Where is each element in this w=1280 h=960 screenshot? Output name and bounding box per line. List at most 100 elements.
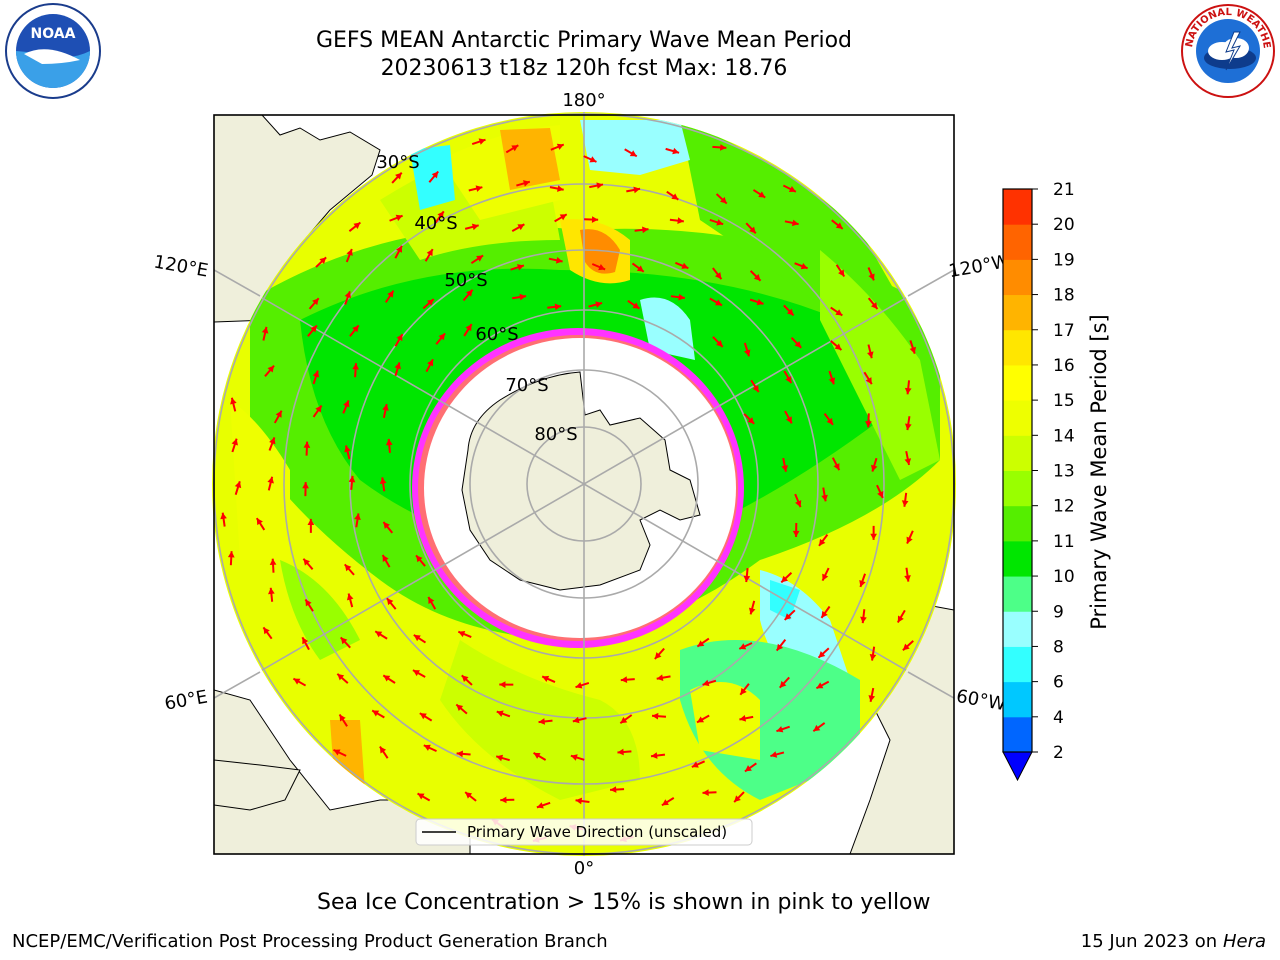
wave-arrow-head-icon bbox=[344, 445, 351, 453]
wave-arrow-head-icon bbox=[786, 308, 794, 316]
wave-arrow-head-icon bbox=[542, 675, 550, 682]
wave-arrow-head-icon bbox=[781, 575, 789, 583]
wave-arrow-head-icon bbox=[511, 145, 519, 152]
wave-arrow-head-icon bbox=[697, 640, 705, 647]
wave-arrow-head-icon bbox=[413, 634, 421, 642]
lat-label-60s: 60°S bbox=[475, 324, 518, 345]
wave-arrow-head-icon bbox=[517, 264, 524, 271]
wave-arrow-head-icon bbox=[904, 458, 912, 465]
wave-arrow-head-icon bbox=[821, 610, 828, 618]
wave-arrow-head-icon bbox=[375, 631, 383, 638]
wave-arrow-head-icon bbox=[870, 464, 878, 472]
lat-label-40s: 40°S bbox=[414, 213, 457, 234]
wave-arrow-head-icon bbox=[661, 799, 669, 806]
wave-arrow-head-icon bbox=[475, 185, 483, 192]
wave-arrow-head-icon bbox=[756, 298, 764, 306]
wave-arrow-head-icon bbox=[476, 255, 484, 262]
wave-arrow-head-icon bbox=[656, 674, 664, 682]
wave-arrow-head-icon bbox=[412, 670, 420, 677]
wave-arrow-head-icon bbox=[465, 792, 473, 799]
wave-arrow-head-icon bbox=[785, 416, 792, 424]
wave-arrow-head-icon bbox=[743, 575, 751, 583]
wave-arrow-head-icon bbox=[461, 675, 469, 682]
wave-arrow-head-icon bbox=[902, 643, 910, 651]
colorbar-tick-label: 13 bbox=[1053, 462, 1075, 482]
wave-arrow-head-icon bbox=[678, 293, 685, 301]
wave-arrow-head-icon bbox=[419, 713, 427, 720]
wave-arrow-head-icon bbox=[632, 302, 640, 309]
colorbar-bin bbox=[1003, 435, 1032, 471]
wave-arrow-head-icon bbox=[904, 387, 912, 395]
wave-arrow-head-icon bbox=[651, 752, 658, 759]
wave-arrow-head-icon bbox=[865, 377, 872, 385]
colorbar-bin bbox=[1003, 681, 1032, 718]
wave-arrow-head-icon bbox=[702, 789, 709, 796]
colorbar-tick-label: 14 bbox=[1053, 426, 1075, 446]
wave-arrow-head-icon bbox=[633, 186, 641, 194]
wave-arrow-head-icon bbox=[788, 186, 796, 193]
wave-arrow-head-icon bbox=[677, 217, 684, 224]
wave-arrow-head-icon bbox=[867, 351, 874, 359]
wave-arrow-head-icon bbox=[353, 222, 361, 229]
wave-arrow-head-icon bbox=[344, 291, 351, 299]
legend-label: Primary Wave Direction (unscaled) bbox=[467, 823, 727, 841]
map-frame bbox=[213, 114, 955, 855]
wave-arrow-head-icon bbox=[386, 598, 394, 606]
colorbar-tick-label: 2 bbox=[1053, 743, 1064, 763]
lat-label-70s: 70°S bbox=[505, 375, 548, 396]
noaa-logo-text: NOAA bbox=[31, 26, 76, 42]
wave-arrow-head-icon bbox=[496, 710, 504, 717]
wave-arrow-head-icon bbox=[263, 627, 270, 635]
wave-arrow-head-icon bbox=[904, 423, 912, 431]
lon-label-120e: 120°E bbox=[152, 251, 210, 281]
wave-arrow-head-icon bbox=[536, 802, 544, 809]
footer-credit: NCEP/EMC/Verification Post Processing Pr… bbox=[12, 931, 608, 952]
wave-arrow-head-icon bbox=[346, 593, 354, 601]
wave-arrow-head-icon bbox=[458, 630, 466, 638]
colorbar-bin bbox=[1003, 189, 1032, 225]
wave-arrow-head-icon bbox=[346, 248, 353, 256]
wave-arrow-head-icon bbox=[715, 299, 723, 306]
wave-arrow-head-icon bbox=[426, 299, 434, 306]
wave-arrow-head-icon bbox=[456, 750, 464, 758]
wave-arrow-head-icon bbox=[822, 573, 829, 581]
wave-arrow-head-icon bbox=[394, 362, 401, 370]
map-legend: Primary Wave Direction (unscaled) bbox=[415, 818, 753, 846]
wave-arrow-head-icon bbox=[496, 754, 504, 762]
wave-arrow-head-icon bbox=[816, 682, 824, 689]
wave-arrow-head-icon bbox=[339, 714, 346, 722]
wave-arrow-head-icon bbox=[818, 651, 826, 658]
wave-arrow-head-icon bbox=[734, 795, 741, 803]
wave-arrow-head-icon bbox=[416, 555, 423, 563]
sea-ice-note: Sea Ice Concentration > 15% is shown in … bbox=[317, 890, 931, 915]
footer-date-text: 15 Jun 2023 on bbox=[1080, 931, 1218, 952]
wave-arrow-head-icon bbox=[234, 481, 242, 489]
colorbar-tick-label: 18 bbox=[1053, 286, 1075, 306]
wave-arrow-head-icon bbox=[533, 752, 541, 759]
wave-arrow-head-icon bbox=[795, 500, 802, 508]
map-title-line1: GEFS MEAN Antarctic Primary Wave Mean Pe… bbox=[315, 28, 853, 53]
wave-arrow-head-icon bbox=[813, 724, 821, 732]
wave-arrow-head-icon bbox=[868, 695, 876, 702]
map-title-line2: 20230613 t18z 120h fcst Max: 18.76 bbox=[380, 56, 788, 81]
wave-arrow-head-icon bbox=[719, 196, 727, 204]
wave-arrow-head-icon bbox=[559, 214, 567, 221]
wave-arrow-head-icon bbox=[591, 216, 599, 223]
footer-machine: Hera bbox=[1222, 931, 1266, 952]
wave-arrow-head-icon bbox=[343, 400, 350, 408]
wave-arrow-head-icon bbox=[575, 682, 583, 689]
wave-arrow-head-icon bbox=[427, 359, 434, 367]
wave-arrow-head-icon bbox=[499, 681, 506, 688]
noaa-logo: NOAA bbox=[5, 3, 101, 99]
wave-arrow-head-icon bbox=[396, 245, 402, 253]
wave-arrow-head-icon bbox=[383, 522, 390, 529]
wave-arrow-head-icon bbox=[749, 226, 756, 234]
wave-arrow-head-icon bbox=[575, 797, 583, 805]
colorbar-tick-label: 20 bbox=[1053, 215, 1075, 235]
wave-arrow-head-icon bbox=[352, 363, 359, 370]
colorbar-tick-label: 17 bbox=[1053, 321, 1075, 341]
wave-arrow-head-icon bbox=[572, 716, 580, 724]
wave-arrow-head-icon bbox=[465, 324, 472, 332]
wave-arrow-head-icon bbox=[303, 558, 310, 566]
